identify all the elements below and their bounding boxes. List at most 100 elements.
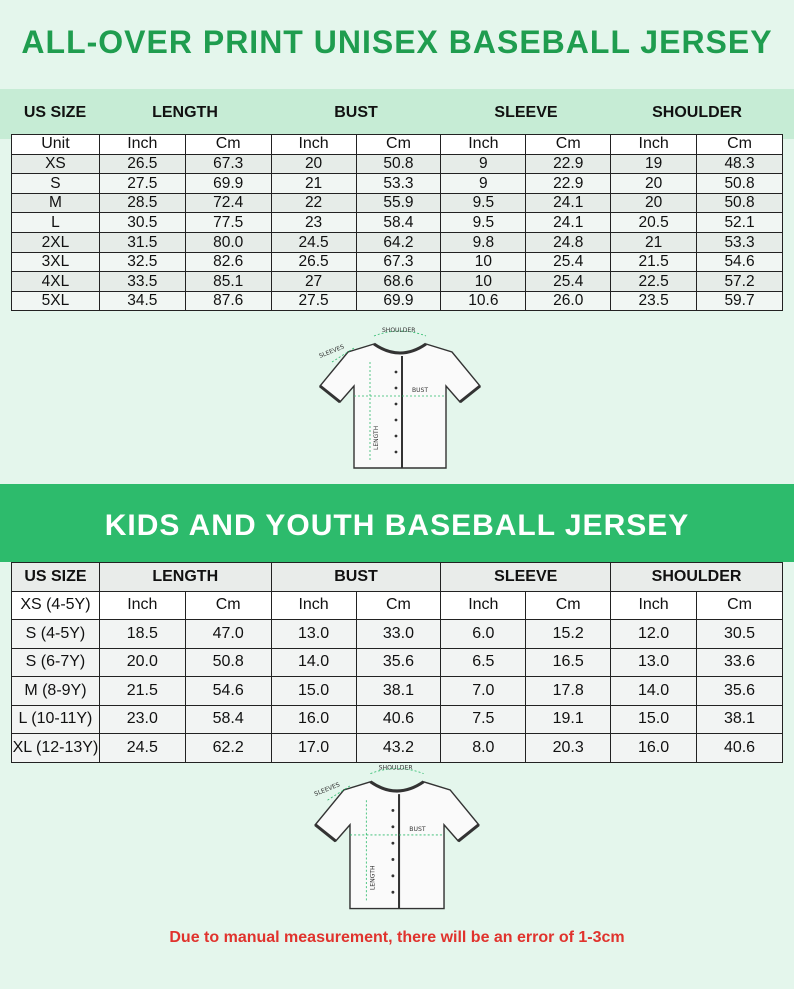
kids-header-row: US SIZE LENGTH BUST SLEEVE SHOULDER [11,562,783,592]
value-cell: 15.2 [525,619,612,649]
value-cell: 6.0 [440,619,527,649]
adult-header-bust: BUST [334,104,378,121]
value-cell: 53.3 [696,231,783,253]
value-cell: 58.4 [355,212,442,233]
value-cell: 26.5 [98,153,186,175]
value-cell: 14.0 [270,647,357,677]
value-cell: 58.4 [184,704,272,734]
value-cell: 43.2 [355,733,442,763]
value-cell: 16.5 [525,647,612,677]
unit-cell: Cm [355,590,442,620]
size-cell: S [11,173,100,194]
kids-header-length: LENGTH [98,562,272,592]
value-cell: 21 [610,231,698,253]
value-cell: 16.0 [610,733,698,763]
diagram-label-length: LENGTH [373,426,380,450]
value-cell: 24.8 [525,231,612,253]
value-cell: 54.6 [184,676,272,706]
value-cell: 82.6 [184,251,272,273]
value-cell: 19 [610,153,698,175]
value-cell: 6.5 [440,647,527,677]
value-cell: 13.0 [610,647,698,677]
unit-cell: Inch [440,134,527,155]
value-cell: 21.5 [610,251,698,273]
value-cell: 12.0 [610,619,698,649]
value-cell: 20 [270,153,357,175]
size-cell: L (10-11Y) [11,704,100,734]
value-cell: 50.8 [696,173,783,194]
size-cell: XS [11,153,100,175]
value-cell: 19.1 [525,704,612,734]
value-cell: 48.3 [696,153,783,175]
value-cell: 87.6 [184,290,272,312]
unit-cell: Inch [98,134,186,155]
kids-size-table: US SIZE LENGTH BUST SLEEVE SHOULDER XS (… [11,562,783,763]
table-row: 2XL 31.5 80.0 24.5 64.2 9.8 24.8 21 53.3 [11,231,783,253]
kids-unit-row: XS (4-5Y) Inch Cm Inch Cm Inch Cm Inch C… [11,590,783,620]
value-cell: 20.3 [525,733,612,763]
table-row: M 28.5 72.4 22 55.9 9.5 24.1 20 50.8 [11,192,783,214]
value-cell: 38.1 [355,676,442,706]
unit-cell: Cm [696,134,783,155]
value-cell: 14.0 [610,676,698,706]
measurement-note: Due to manual measurement, there will be… [169,929,625,946]
diagram-label-sleeves: SLEEVES [318,343,345,359]
value-cell: 57.2 [696,271,783,292]
size-cell: 3XL [11,251,100,273]
size-cell: S (4-5Y) [11,619,100,649]
adult-header-sleeve: SLEEVE [494,104,558,121]
value-cell: 22.5 [610,271,698,292]
value-cell: 22.9 [525,173,612,194]
value-cell: 35.6 [696,676,783,706]
value-cell: 18.5 [98,619,186,649]
value-cell: 77.5 [184,212,272,233]
value-cell: 47.0 [184,619,272,649]
table-row: XS 26.5 67.3 20 50.8 9 22.9 19 48.3 [11,153,783,175]
value-cell: 72.4 [184,192,272,214]
size-cell: XS (4-5Y) [11,590,100,620]
value-cell: 33.5 [98,271,186,292]
unit-cell: Cm [525,134,612,155]
unit-cell: Unit [11,134,100,155]
value-cell: 69.9 [184,173,272,194]
value-cell: 20.0 [98,647,186,677]
value-cell: 10 [440,251,527,273]
table-row: S 27.5 69.9 21 53.3 9 22.9 20 50.8 [11,173,783,194]
unit-cell: Cm [184,590,272,620]
value-cell: 10 [440,271,527,292]
value-cell: 50.8 [355,153,442,175]
value-cell: 33.0 [355,619,442,649]
value-cell: 9.5 [440,192,527,214]
value-cell: 9 [440,153,527,175]
value-cell: 21.5 [98,676,186,706]
unit-cell: Inch [610,590,698,620]
value-cell: 16.0 [270,704,357,734]
value-cell: 80.0 [184,231,272,253]
jersey-diagram-icon: SHOULDER SLEEVES BUST LENGTH [318,327,481,469]
unit-cell: Inch [98,590,186,620]
unit-cell: Inch [270,590,357,620]
value-cell: 15.0 [610,704,698,734]
value-cell: 13.0 [270,619,357,649]
value-cell: 7.5 [440,704,527,734]
table-row: L (10-11Y) 23.0 58.4 16.0 40.6 7.5 19.1 … [11,704,783,734]
table-row: M (8-9Y) 21.5 54.6 15.0 38.1 7.0 17.8 14… [11,676,783,706]
value-cell: 23 [270,212,357,233]
value-cell: 64.2 [355,231,442,253]
value-cell: 67.3 [355,251,442,273]
value-cell: 52.1 [696,212,783,233]
table-row: 5XL 34.5 87.6 27.5 69.9 10.6 26.0 23.5 5… [11,290,783,312]
value-cell: 33.6 [696,647,783,677]
value-cell: 21 [270,173,357,194]
value-cell: 23.5 [610,290,698,312]
value-cell: 67.3 [184,153,272,175]
value-cell: 17.0 [270,733,357,763]
value-cell: 8.0 [440,733,527,763]
diagram-label-shoulder: SHOULDER [379,765,414,772]
value-cell: 26.5 [270,251,357,273]
value-cell: 24.1 [525,192,612,214]
value-cell: 68.6 [355,271,442,292]
value-cell: 28.5 [98,192,186,214]
value-cell: 40.6 [696,733,783,763]
value-cell: 24.5 [98,733,186,763]
